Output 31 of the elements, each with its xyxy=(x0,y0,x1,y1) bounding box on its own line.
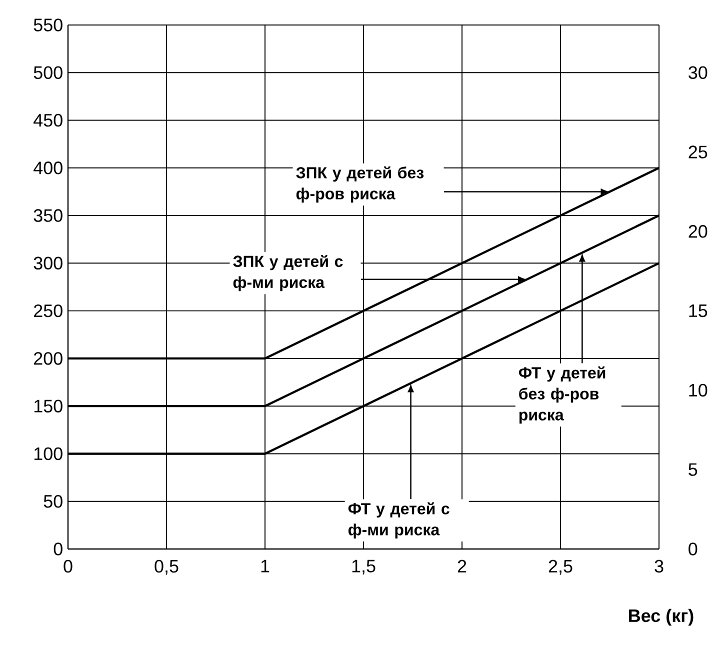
annotation: ЗПК у детей с ф-ми риска xyxy=(233,254,343,292)
y-tick-label: 50 xyxy=(44,494,62,508)
y2-tick-label: 10 xyxy=(689,384,708,397)
x-tick-label: 3 xyxy=(654,560,664,573)
x-tick-label: 1,5 xyxy=(352,560,376,575)
y-tick-label: 450 xyxy=(34,114,62,127)
y-tick-label: 250 xyxy=(34,304,62,318)
y-tick-label: 100 xyxy=(34,447,62,460)
x-axis-title: Вес (кг) xyxy=(629,608,694,626)
y-tick-label: 0 xyxy=(54,542,62,556)
y-tick-label: 200 xyxy=(34,352,62,365)
y2-tick-label: 25 xyxy=(688,146,708,158)
y-tick-label: 350 xyxy=(34,209,62,222)
y-tick-label: 500 xyxy=(34,66,62,79)
annotation: ФТ у детей без ф-ров риска xyxy=(518,366,606,424)
y2-tick-label: 30 xyxy=(688,66,708,79)
y-tick-label: 300 xyxy=(34,256,62,270)
x-tick-label: 1 xyxy=(261,560,270,572)
annotation: ЗПК у детей без ф-ров риска xyxy=(296,166,424,203)
y-tick-label: 150 xyxy=(34,400,62,412)
x-tick-label: 2,5 xyxy=(548,560,572,575)
annotation: ФТ у детей с ф-ми риска xyxy=(348,502,450,539)
y2-tick-label: 5 xyxy=(688,463,698,476)
y2-tick-label: 15 xyxy=(689,304,708,318)
y2-tick-label: 20 xyxy=(688,225,708,238)
y-tick-label: 400 xyxy=(34,162,62,174)
y-tick-label: 550 xyxy=(34,18,62,32)
y2-tick-label: 0 xyxy=(688,542,698,556)
x-tick-label: 0 xyxy=(64,560,72,573)
x-tick-label: 2 xyxy=(458,560,466,572)
x-tick-label: 0,5 xyxy=(154,560,178,575)
